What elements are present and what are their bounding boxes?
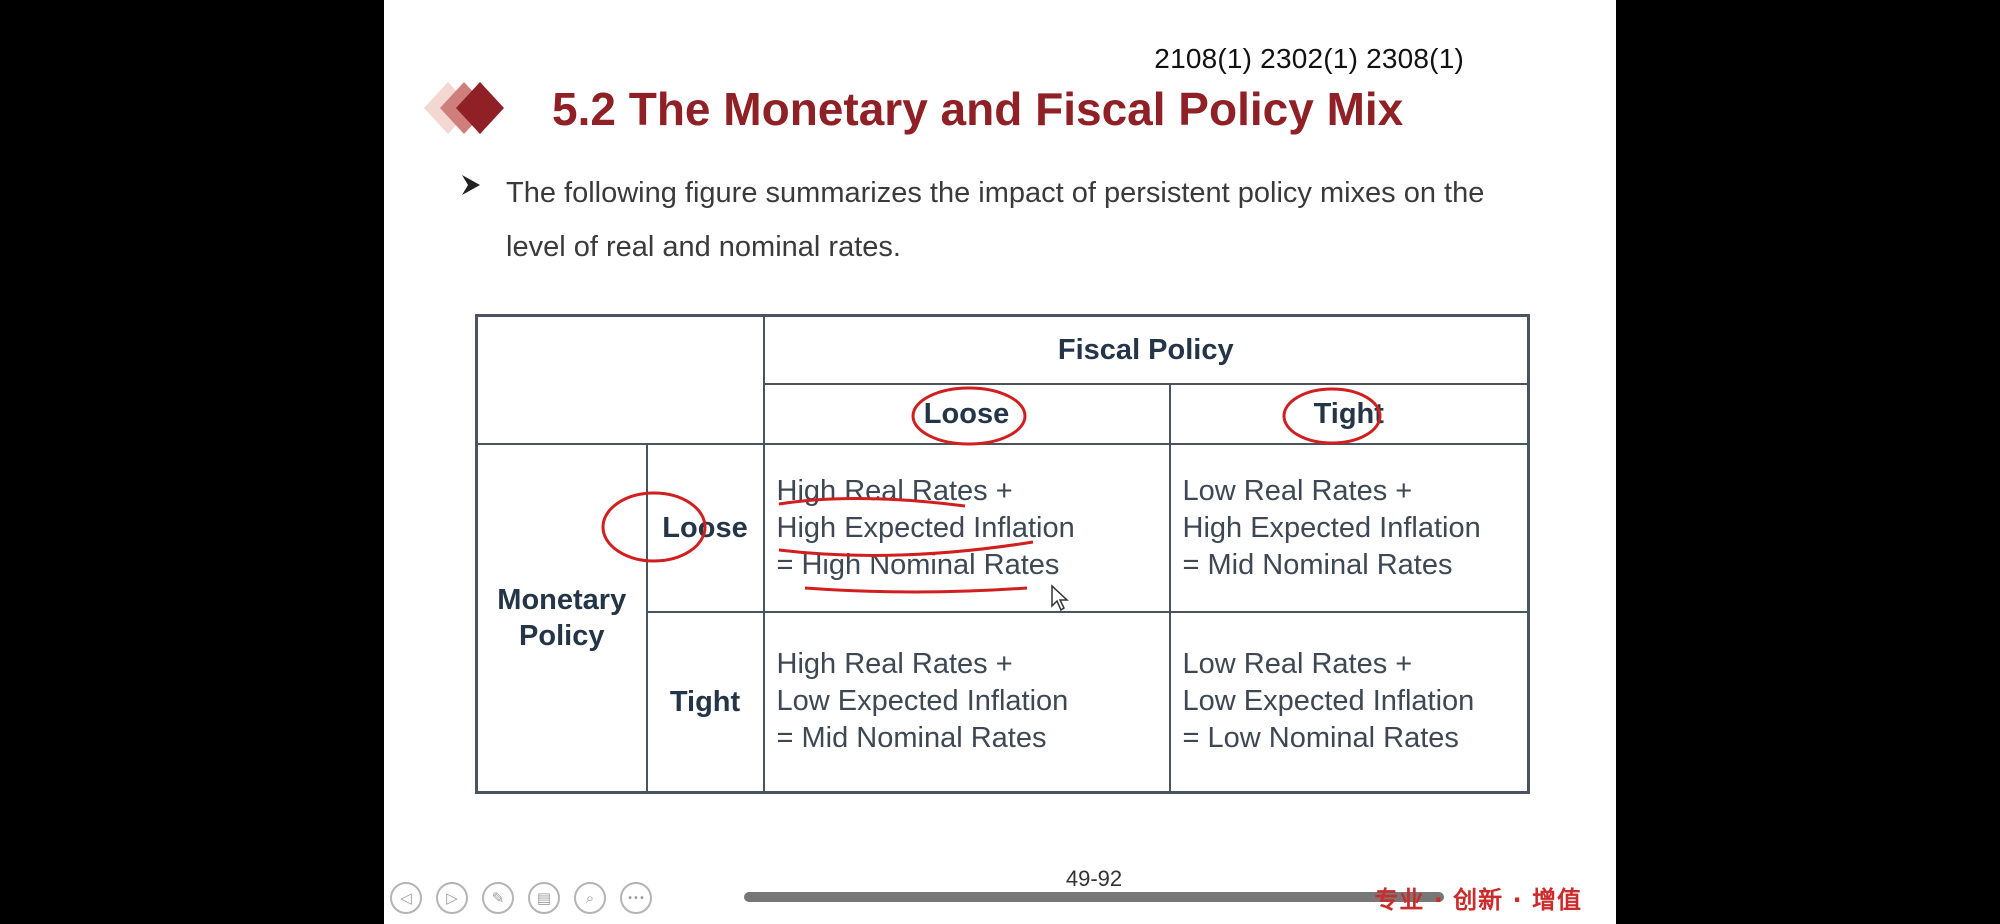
- matrix-corner-cell: [475, 314, 765, 445]
- cell-line: = Low Nominal Rates: [1182, 722, 1459, 755]
- monetary-tight-header: Tight: [645, 611, 765, 793]
- cell-monetary-tight-fiscal-loose: High Real Rates + Low Expected Inflation…: [762, 611, 1171, 793]
- bullet-text: The following figure summarizes the impa…: [506, 177, 1485, 263]
- diamond-logo-icon: [424, 82, 504, 134]
- pen-icon[interactable]: ✎: [482, 882, 514, 914]
- cell-line: = Mid Nominal Rates: [1182, 548, 1453, 581]
- fiscal-policy-header: Fiscal Policy: [762, 314, 1530, 385]
- slides-icon[interactable]: ▤: [528, 882, 560, 914]
- cell-line: High Real Rates +: [776, 474, 1013, 507]
- previous-icon[interactable]: ◁: [390, 882, 422, 914]
- slide: 2108(1) 2302(1) 2308(1) 5.2 The Monetary…: [384, 0, 1616, 924]
- exam-codes: 2108(1) 2302(1) 2308(1): [1154, 43, 1464, 74]
- cell-line: = Mid Nominal Rates: [776, 722, 1047, 755]
- slide-title: 5.2 The Monetary and Fiscal Policy Mix: [552, 83, 1404, 135]
- page-number: 49-92: [1065, 866, 1123, 891]
- cell-monetary-loose-fiscal-tight: Low Real Rates + High Expected Inflation…: [1168, 443, 1530, 613]
- monetary-policy-label: Monetary Policy: [497, 583, 627, 652]
- cell-line: = High Nominal Rates: [776, 548, 1060, 581]
- title-row: 5.2 The Monetary and Fiscal Policy Mix: [420, 74, 1580, 144]
- policy-mix-table: Fiscal Policy Loose Tight Monetary Polic…: [475, 314, 1531, 794]
- cell-monetary-tight-fiscal-tight: Low Real Rates + Low Expected Inflation …: [1168, 611, 1530, 793]
- fiscal-loose-header: Loose: [762, 383, 1171, 445]
- arrow-bullet-icon: [462, 175, 480, 195]
- cell-monetary-loose-fiscal-loose: High Real Rates + High Expected Inflatio…: [762, 443, 1171, 613]
- monetary-loose-header: Loose: [645, 443, 765, 613]
- cell-line: High Expected Inflation: [1182, 511, 1481, 544]
- cell-line: Low Real Rates +: [1182, 648, 1413, 681]
- more-icon[interactable]: •••: [620, 882, 652, 914]
- monetary-policy-header: Monetary Policy: [475, 443, 648, 793]
- progress-scrollbar[interactable]: [744, 892, 1444, 902]
- cell-line: High Real Rates +: [776, 648, 1013, 681]
- zoom-icon[interactable]: ⌕: [574, 882, 606, 914]
- fiscal-tight-header: Tight: [1168, 383, 1530, 445]
- mouse-cursor-icon: [1051, 584, 1069, 612]
- cell-line: Low Expected Inflation: [1182, 685, 1475, 718]
- brand-slogan: 专业 · 创新 · 增值: [1374, 886, 1582, 914]
- cell-line: Low Real Rates +: [1182, 474, 1413, 507]
- cell-line: Low Expected Inflation: [776, 685, 1069, 718]
- policy-mix-matrix: Fiscal Policy Loose Tight Monetary Polic…: [475, 314, 1531, 794]
- cell-line: High Expected Inflation: [776, 511, 1075, 544]
- next-icon[interactable]: ▷: [436, 882, 468, 914]
